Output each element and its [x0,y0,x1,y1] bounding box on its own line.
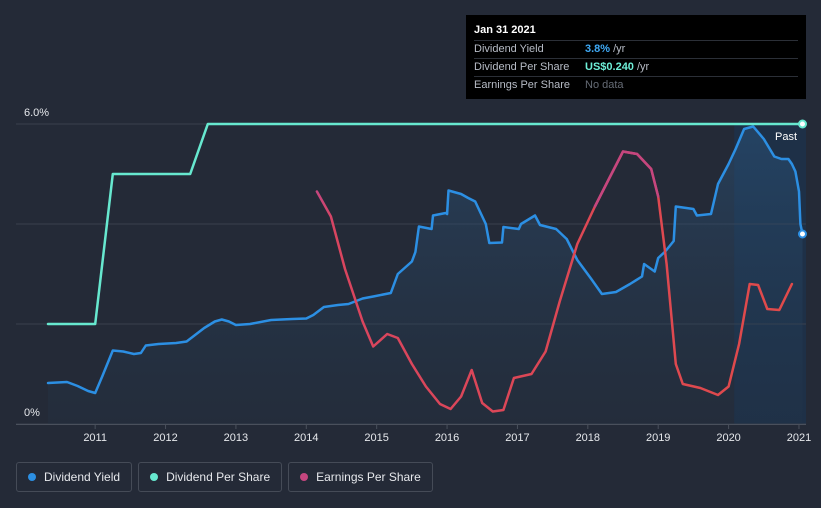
yield-area [48,126,803,424]
tooltip-label: Dividend Yield [474,43,544,55]
x-axis: 2011 2012 2013 2014 2015 2016 2017 2018 2019 2020… [16,424,811,444]
x-tick-label: 2021 [787,432,811,444]
dividend-per-share-line [46,122,804,326]
tooltip-row-dividend-per-share: Dividend Per Share US$0.240 /yr [474,58,798,76]
y-tick-label: 0% [24,407,40,419]
legend-label: Dividend Yield [44,470,121,484]
tooltip-value: 3.8% [585,43,611,55]
hover-tooltip: Jan 31 2021 Dividend Yield 3.8% /yr Divi… [466,15,806,99]
legend-item-dividend-yield[interactable]: Dividend Yield [16,462,133,492]
x-tick-label: 2015 [364,432,388,444]
dividend-yield-line [46,125,804,395]
past-label: Past [775,131,797,143]
x-tick-label: 2012 [153,432,177,444]
x-tick-label: 2017 [505,432,529,444]
tooltip-row-dividend-yield: Dividend Yield 3.8% /yr [474,40,798,58]
y-tick-label: 6.0% [24,107,49,119]
tooltip-date: Jan 31 2021 [474,24,536,36]
tooltip-value: US$0.240 [585,61,634,73]
series-lines [46,119,807,413]
legend-item-dividend-per-share[interactable]: Dividend Per Share [138,462,283,492]
tooltip-label: Earnings Per Share [474,79,570,91]
x-tick-label: 2011 [83,432,107,444]
earnings-per-share-dot-icon [300,473,309,481]
x-tick-label: 2018 [576,432,600,444]
x-tick-label: 2013 [224,432,248,444]
x-tick-label: 2014 [294,432,318,444]
dividend-per-share-end-marker [797,119,807,129]
tooltip-row-earnings-per-share: Earnings Per Share No data [474,76,798,94]
earnings-per-share-line [315,150,794,413]
dividend-yield-end-marker [797,229,807,239]
legend-item-earnings-per-share[interactable]: Earnings Per Share [288,462,433,492]
chart-legend: Dividend Yield Dividend Per Share Earnin… [16,462,433,492]
dividend-per-share-dot-icon [150,473,159,481]
dividend-yield-dot-icon [28,473,36,481]
tooltip-unit: /yr [613,43,626,55]
tooltip-unit: /yr [636,61,650,73]
legend-label: Dividend Per Share [166,470,271,484]
legend-label: Earnings Per Share [316,470,421,484]
earnings-per-share-peak-segment [593,150,660,208]
x-tick-label: 2019 [646,432,670,444]
y-axis-labels: 6.0% 0% [24,107,49,419]
tooltip-value: No data [585,79,624,91]
x-tick-label: 2020 [716,432,740,444]
x-tick-label: 2016 [435,432,459,444]
tooltip-label: Dividend Per Share [474,61,570,73]
dividend-yield-area-fill [48,126,803,424]
